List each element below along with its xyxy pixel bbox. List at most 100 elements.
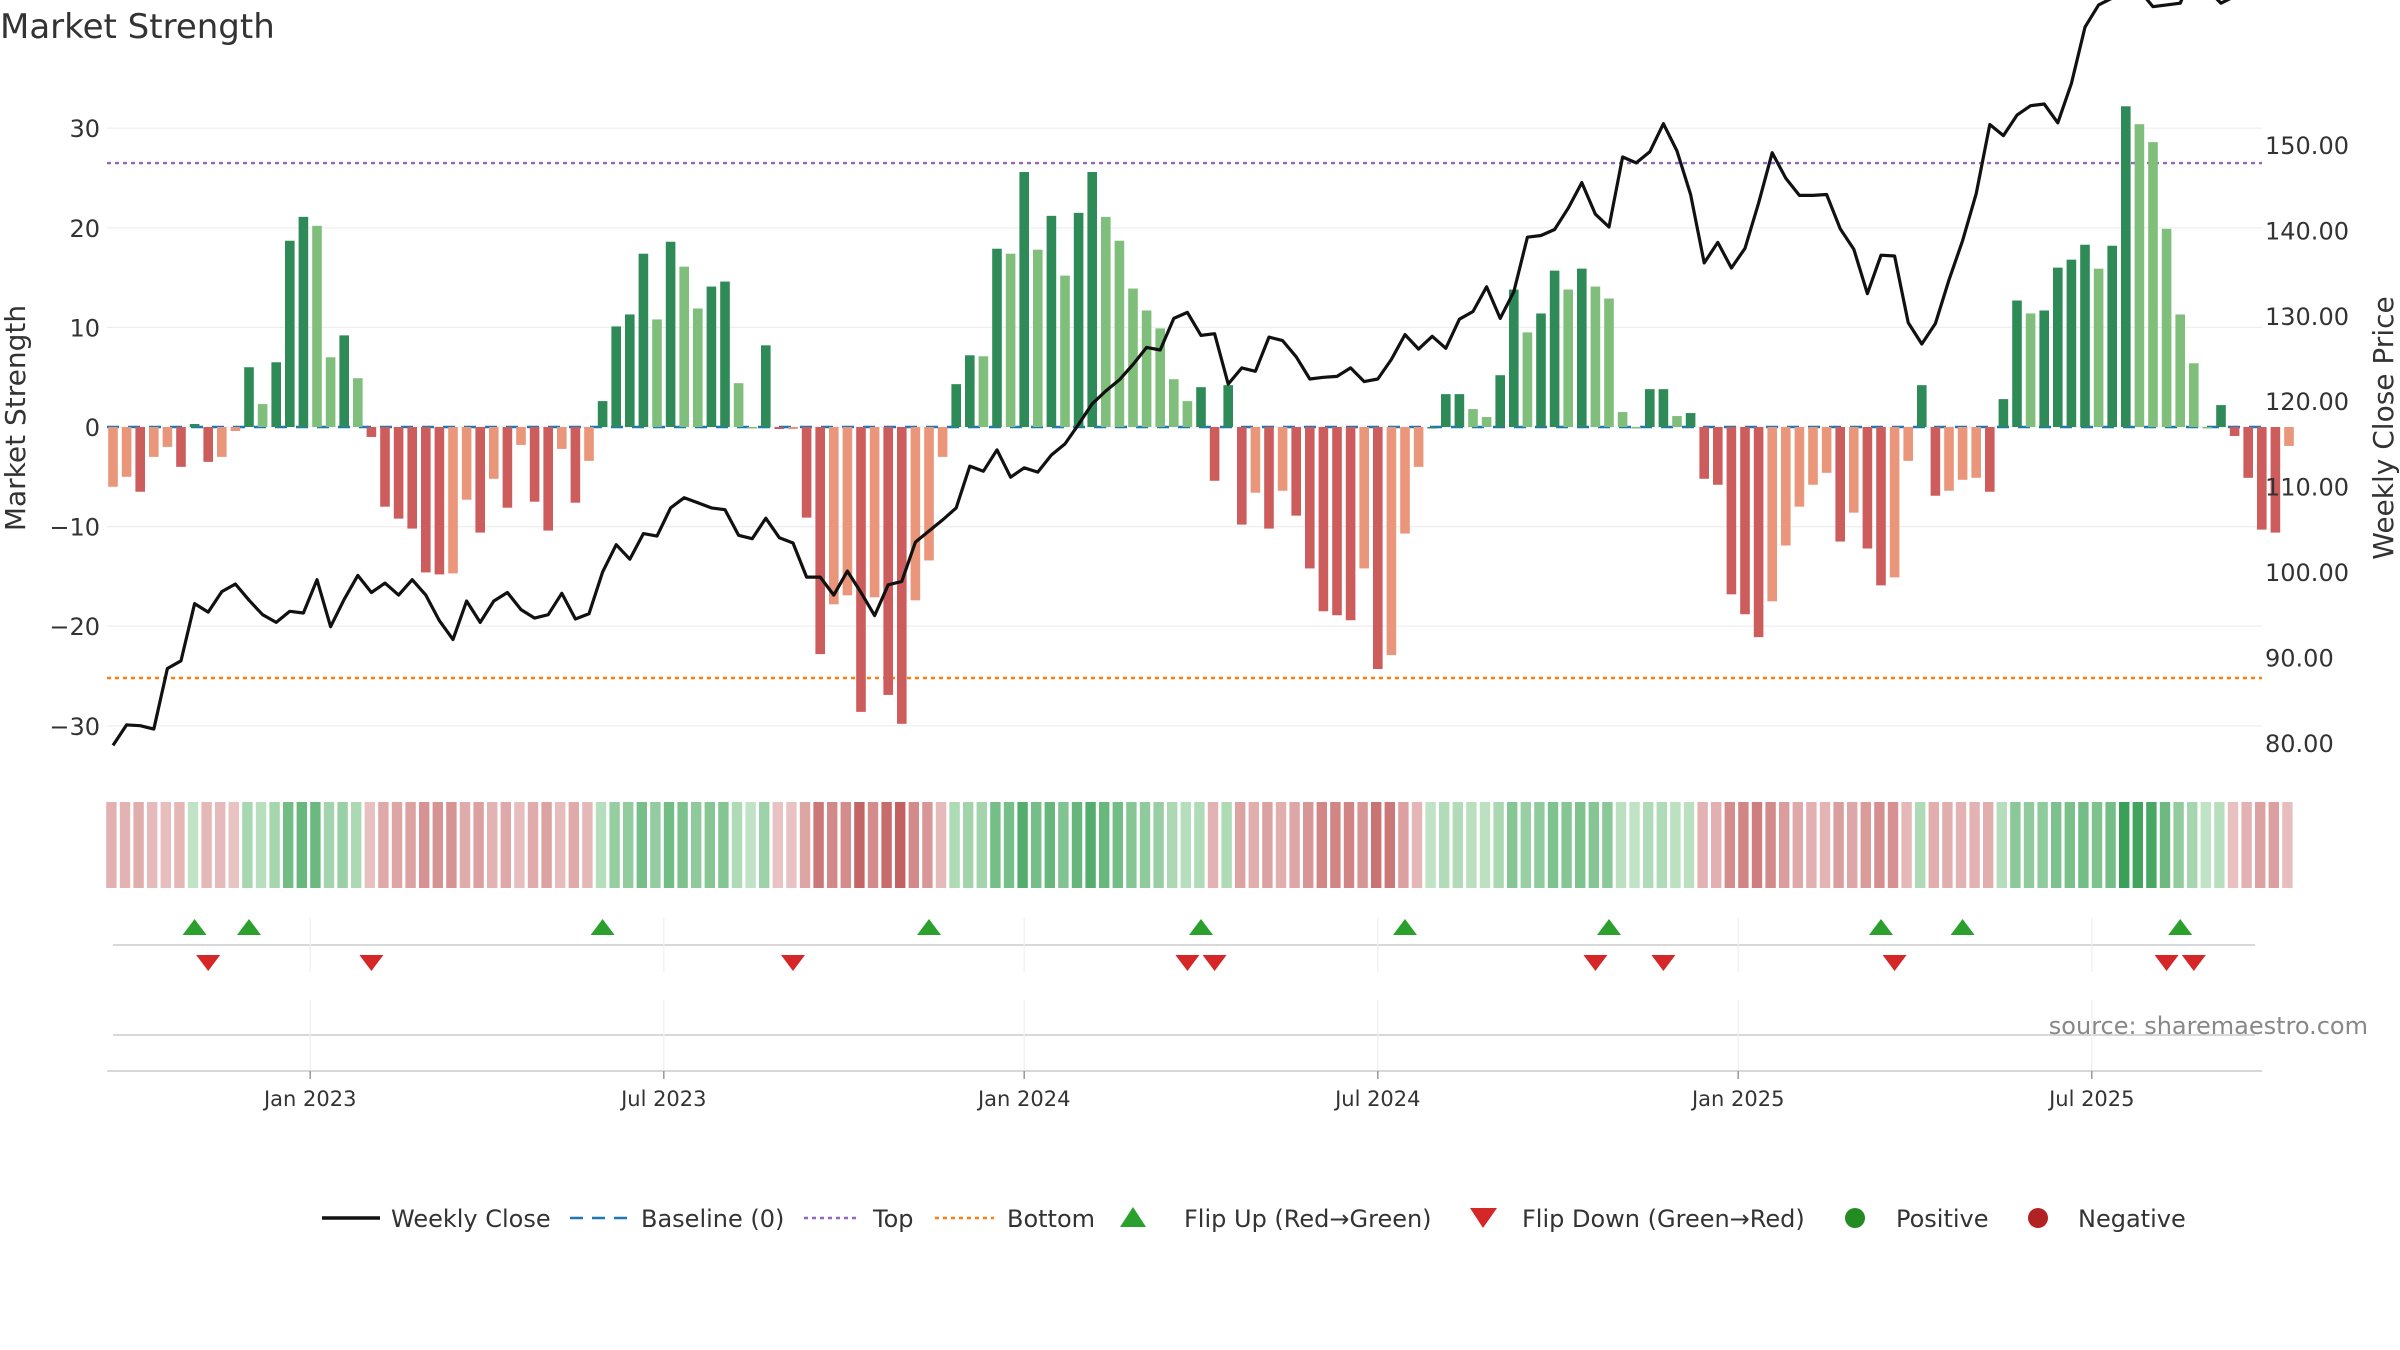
heat-cell: [1806, 802, 1817, 888]
strength-bar: [1753, 427, 1764, 638]
legend-flip-down-icon: [1470, 1208, 1497, 1228]
heat-cell: [799, 802, 811, 888]
heat-cell: [772, 802, 783, 888]
heat-cell: [1534, 802, 1545, 888]
flip-markers-panel: [113, 918, 2255, 972]
chart-title: Market Strength: [0, 7, 275, 47]
heat-cell: [1262, 802, 1273, 888]
strength-bar: [2216, 405, 2226, 427]
heat-cell: [1167, 802, 1178, 888]
heat-cell: [487, 802, 498, 888]
strength-bar: [1604, 298, 1614, 427]
heat-cell: [446, 802, 457, 888]
heat-cell: [2023, 802, 2035, 888]
strength-bar: [2284, 427, 2294, 446]
heat-cell: [1942, 802, 1953, 888]
heat-cell: [949, 802, 960, 888]
strength-bar: [2148, 142, 2158, 428]
heat-cell: [473, 802, 484, 888]
strength-bar: [1332, 427, 1342, 616]
heat-cell: [854, 802, 865, 888]
heat-cell: [1452, 802, 1463, 888]
strength-bar: [176, 427, 186, 467]
strength-bar: [1930, 427, 1941, 496]
strength-bar: [421, 427, 431, 573]
strength-bar: [1713, 427, 1723, 485]
strength-bar: [1386, 427, 1397, 656]
heat-cell: [2037, 802, 2048, 888]
strength-bar: [393, 427, 404, 519]
heat-cell: [745, 802, 756, 888]
heat-cell: [813, 802, 824, 888]
strength-bar: [2053, 267, 2063, 427]
strength-bar: [788, 427, 798, 429]
flip-down-marker: [1651, 955, 1676, 971]
heat-cell: [2010, 802, 2021, 888]
heat-cell: [405, 802, 416, 888]
heat-cell: [242, 802, 253, 888]
strength-bar: [937, 427, 948, 457]
flip-down-marker: [2181, 955, 2206, 971]
heat-cell: [1697, 802, 1708, 888]
heat-cell: [1289, 802, 1300, 888]
left-axis-title: Market Strength: [0, 305, 32, 531]
heat-cell: [2227, 802, 2239, 888]
heat-cell: [1643, 802, 1654, 888]
strength-bar: [149, 427, 159, 457]
strength-bar: [502, 427, 513, 508]
strength-bar: [1237, 427, 1247, 525]
heat-cell: [1357, 802, 1368, 888]
heat-cell: [1588, 802, 1599, 888]
legend-flip-down: Flip Down (Green→Red): [1522, 1205, 1805, 1233]
heat-cell: [459, 802, 471, 888]
strength-bar: [570, 427, 581, 503]
strength-bar: [2229, 427, 2240, 436]
strength-bar: [584, 427, 594, 461]
flip-up-marker: [1950, 919, 1975, 935]
strength-bar: [1468, 409, 1478, 427]
heat-cell: [378, 802, 389, 888]
heat-cell: [1439, 802, 1450, 888]
strength-bar: [1658, 389, 1669, 427]
strength-bar: [1169, 379, 1179, 427]
strength-bar: [1985, 427, 1995, 492]
strength-bar: [257, 404, 268, 427]
strength-bar: [856, 427, 866, 712]
flip-up-marker: [1393, 919, 1417, 935]
strength-bar: [1073, 212, 1084, 427]
heat-cell: [323, 802, 335, 888]
heat-cell: [1724, 802, 1735, 888]
strength-bar: [2066, 259, 2077, 427]
strength-bar: [2121, 106, 2131, 428]
strength-bar: [1318, 427, 1329, 612]
strength-bar: [557, 427, 567, 449]
strength-bar: [951, 384, 961, 427]
flip-up-marker: [1189, 919, 1213, 935]
heat-cell: [2255, 802, 2266, 888]
strength-bar: [1998, 399, 2009, 427]
heat-cell: [595, 802, 607, 888]
heat-cell: [895, 802, 906, 888]
heat-cell: [1248, 802, 1259, 888]
heat-cell: [541, 802, 552, 888]
strength-bar: [965, 355, 975, 427]
strength-bar: [1522, 332, 1533, 427]
strength-bar: [638, 253, 649, 427]
heat-cell: [935, 802, 947, 888]
heat-cell: [187, 802, 199, 888]
strength-bar: [747, 427, 757, 429]
x-axis-labels: Jan 2023 Jul 2023 Jan 2024 Jul 2024 Jan 2025…: [262, 1071, 2135, 1111]
strength-bar: [1209, 427, 1220, 481]
heat-cell: [2064, 802, 2075, 888]
legend-negative: Negative: [2078, 1205, 2186, 1233]
left-tick-label: 20: [69, 215, 100, 243]
strength-bar: [1509, 289, 1519, 427]
strength-bar: [1740, 427, 1750, 615]
strength-bar: [706, 286, 717, 427]
heat-cell: [269, 802, 280, 888]
strength-bar: [1794, 427, 1805, 507]
heat-cell: [827, 802, 838, 888]
right-tick-label: 90.00: [2265, 644, 2334, 672]
strength-bar: [1821, 427, 1832, 473]
strength-bar: [1373, 427, 1383, 670]
